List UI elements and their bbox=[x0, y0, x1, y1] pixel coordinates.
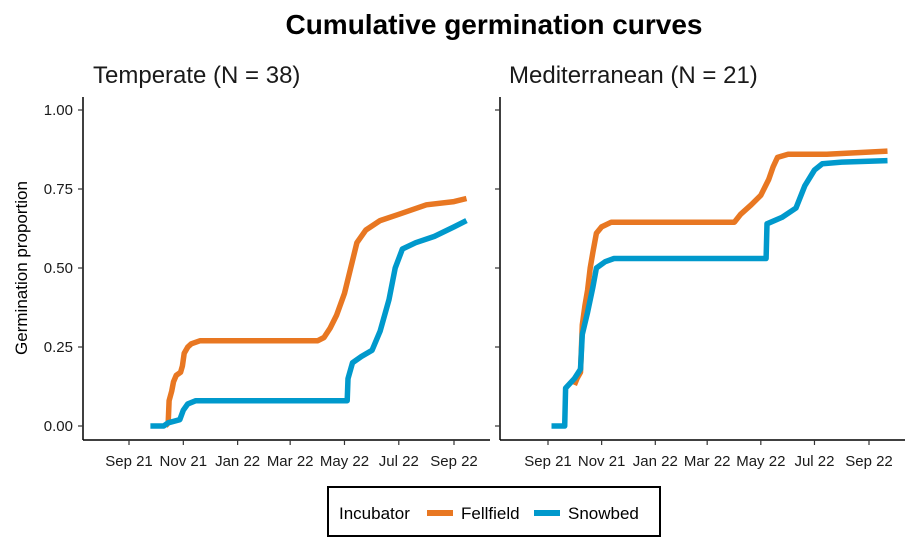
panel-title-temperate: Temperate (N = 38) bbox=[93, 62, 300, 89]
x-tick-label: May 22 bbox=[320, 453, 369, 470]
series-line-fellfield bbox=[571, 148, 888, 386]
x-tick-label: Jan 22 bbox=[633, 453, 678, 470]
series-line-fellfield bbox=[163, 195, 468, 428]
y-axis-label: Germination proportion bbox=[12, 181, 31, 355]
y-tick-label: 0.25 bbox=[44, 339, 73, 356]
x-tick-label: Mar 22 bbox=[267, 453, 314, 470]
panels-group: 0.00 0.25 0.50 0.75 1.00 Sep 21 Nov 21 Jan 22 Ma… bbox=[44, 97, 905, 470]
y-tick-label: 0.00 bbox=[44, 418, 73, 435]
series-line-snowbed bbox=[150, 218, 468, 429]
y-tick-label: 0.50 bbox=[44, 260, 73, 277]
series-line-snowbed bbox=[551, 157, 888, 429]
x-tick-label: Sep 22 bbox=[845, 453, 893, 470]
panel-0: 0.00 0.25 0.50 0.75 1.00 Sep 21 Nov 21 Jan 22 Ma… bbox=[44, 97, 490, 470]
y-tick-label: 1.00 bbox=[44, 102, 73, 119]
chart-title: Cumulative germination curves bbox=[285, 9, 702, 40]
x-tick-label: Jul 22 bbox=[794, 453, 834, 470]
x-tick-label: Nov 21 bbox=[160, 453, 208, 470]
x-tick-label: May 22 bbox=[736, 453, 785, 470]
x-tick-label: Nov 21 bbox=[578, 453, 626, 470]
x-tick-label: Mar 22 bbox=[684, 453, 731, 470]
legend-label-snowbed: Snowbed bbox=[568, 504, 639, 523]
x-tick-label: Jan 22 bbox=[215, 453, 260, 470]
x-tick-label: Sep 21 bbox=[524, 453, 572, 470]
legend-box bbox=[327, 486, 661, 537]
y-tick-label: 0.75 bbox=[44, 181, 73, 198]
panel-title-mediterranean: Mediterranean (N = 21) bbox=[509, 62, 758, 89]
legend: Incubator Fellfield Snowbed bbox=[327, 486, 661, 537]
panel-1: Sep 21 Nov 21 Jan 22 Mar 22 May 22 Jul 22 Sep … bbox=[495, 97, 905, 470]
legend-label-fellfield: Fellfield bbox=[461, 504, 520, 523]
x-tick-label: Sep 22 bbox=[430, 453, 478, 470]
legend-title: Incubator bbox=[339, 504, 410, 523]
x-tick-label: Jul 22 bbox=[379, 453, 419, 470]
x-tick-label: Sep 21 bbox=[105, 453, 153, 470]
